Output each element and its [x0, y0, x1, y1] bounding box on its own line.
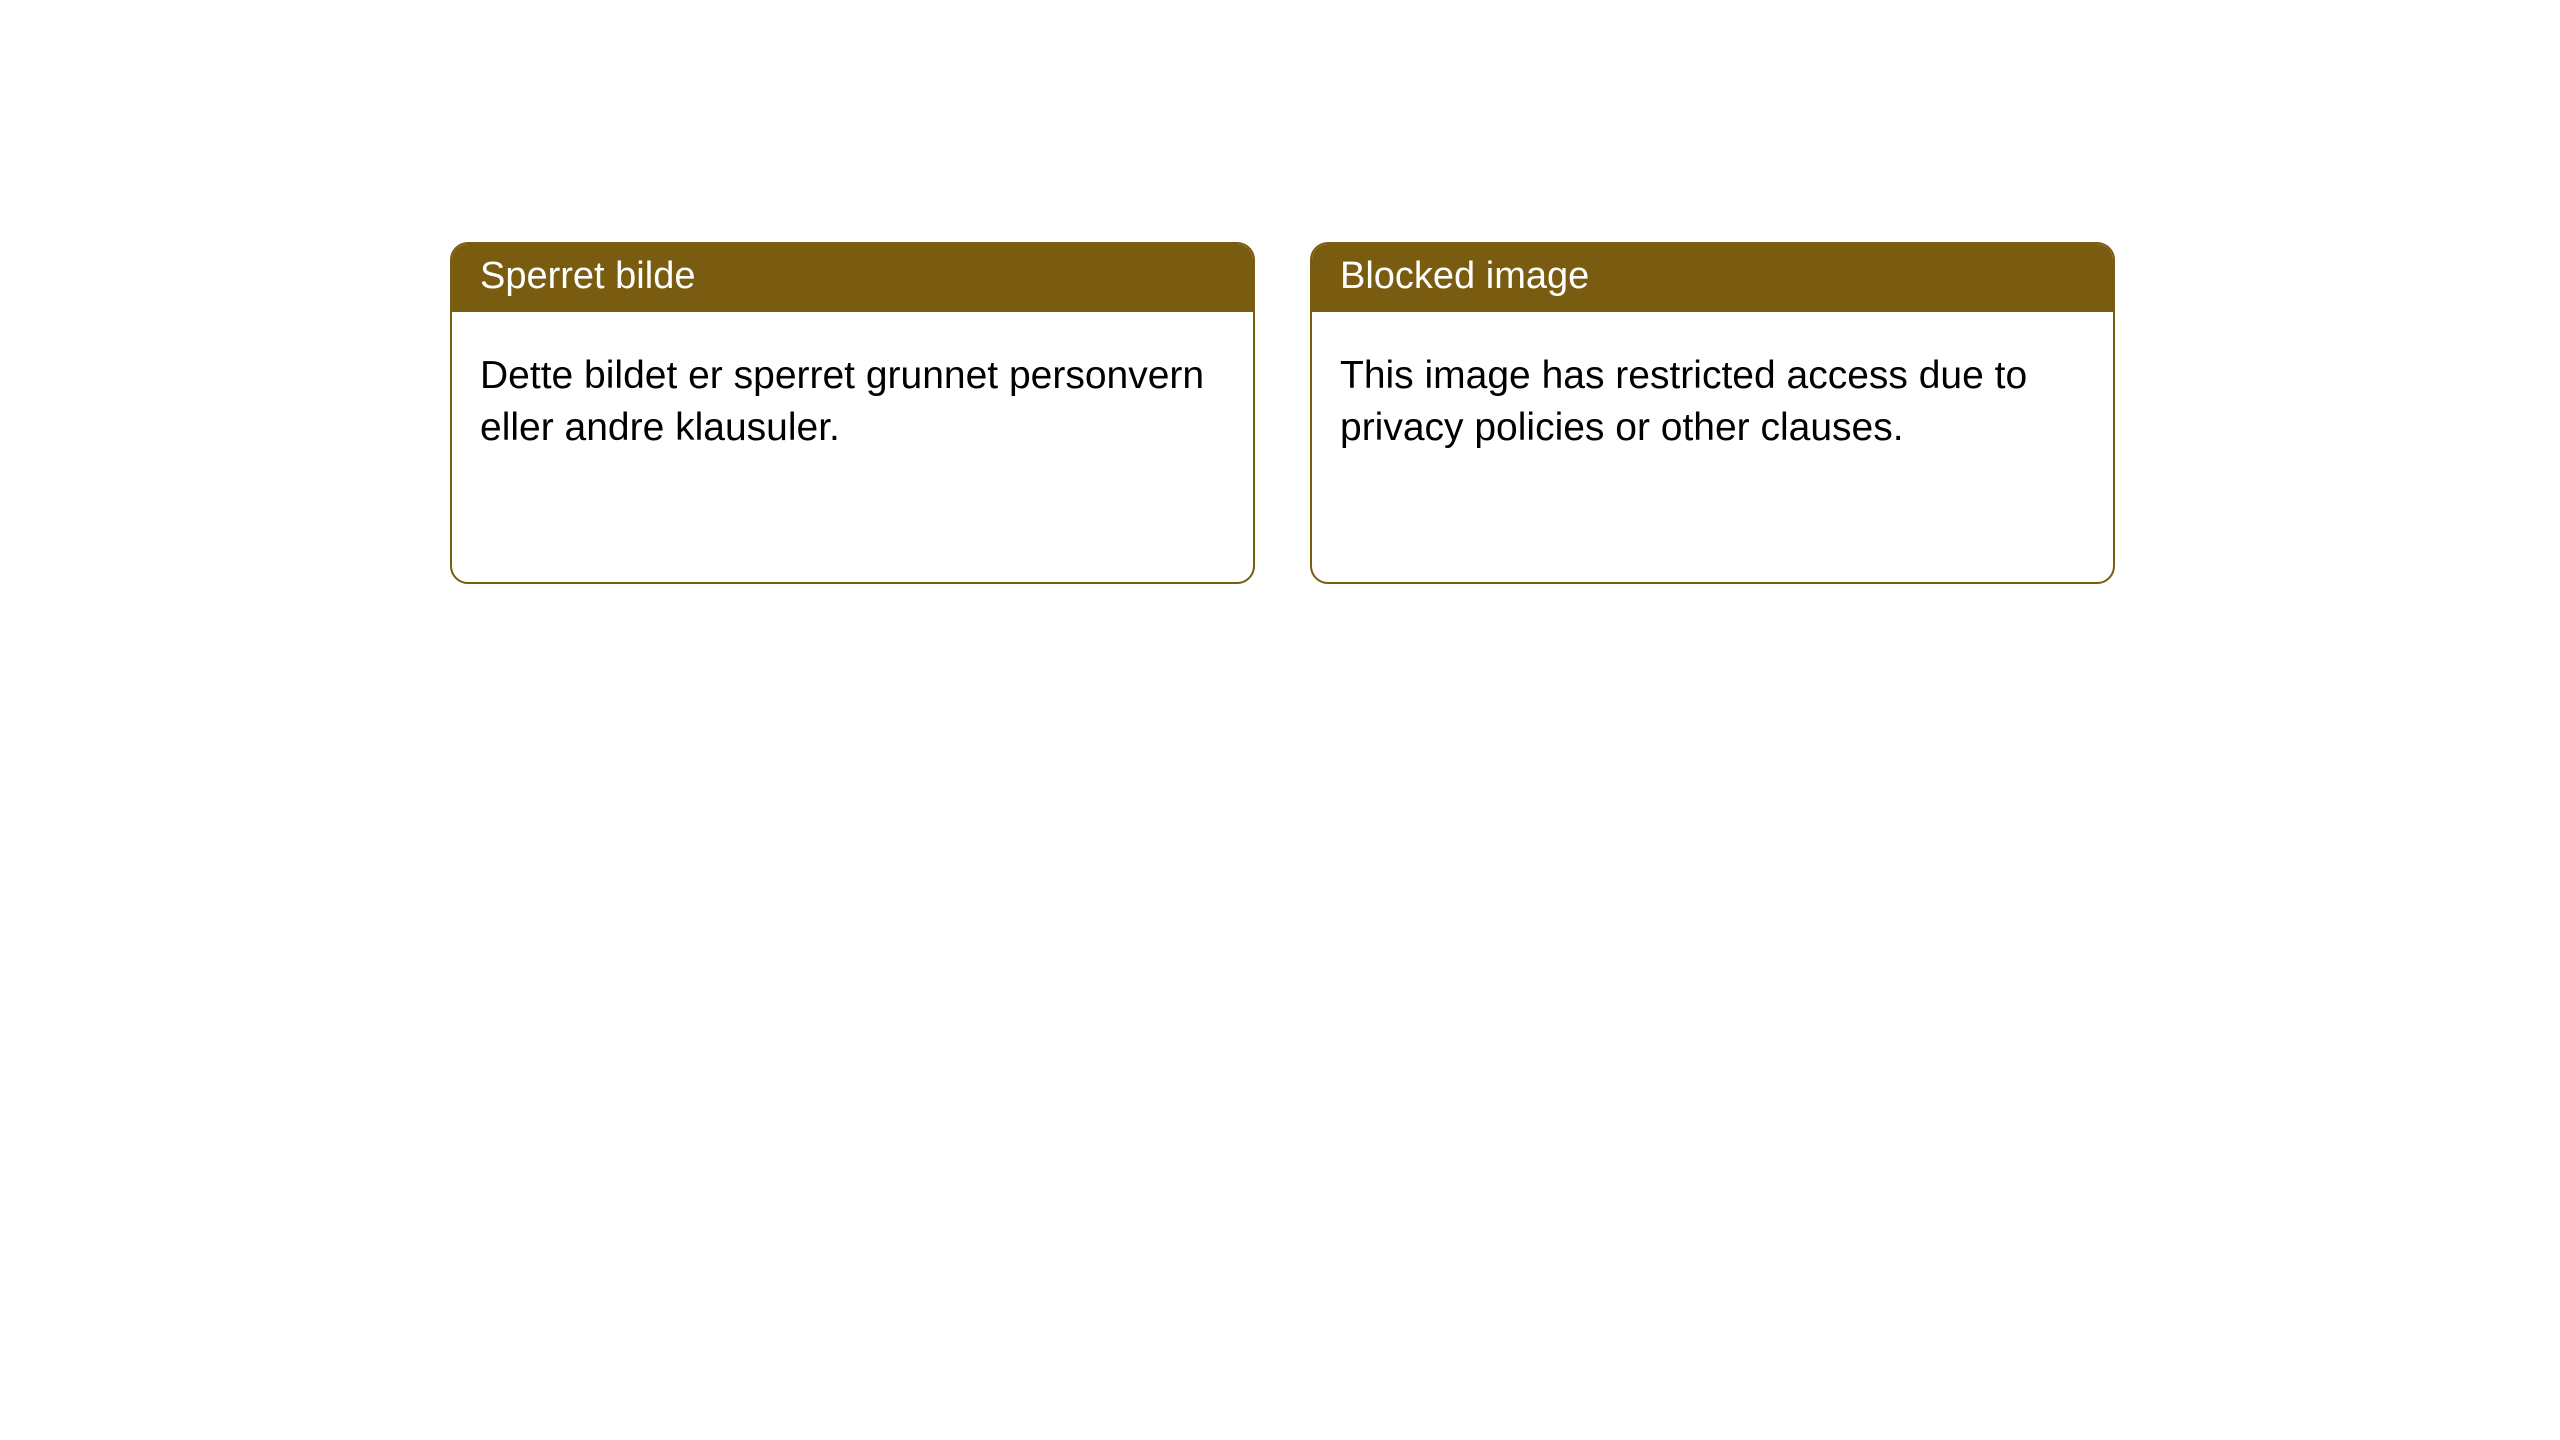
- notice-box-english: Blocked image This image has restricted …: [1310, 242, 2115, 584]
- notice-header-norwegian: Sperret bilde: [452, 244, 1253, 312]
- notice-container: Sperret bilde Dette bildet er sperret gr…: [0, 0, 2560, 584]
- notice-body-english: This image has restricted access due to …: [1312, 312, 2113, 582]
- notice-box-norwegian: Sperret bilde Dette bildet er sperret gr…: [450, 242, 1255, 584]
- notice-header-english: Blocked image: [1312, 244, 2113, 312]
- notice-body-norwegian: Dette bildet er sperret grunnet personve…: [452, 312, 1253, 582]
